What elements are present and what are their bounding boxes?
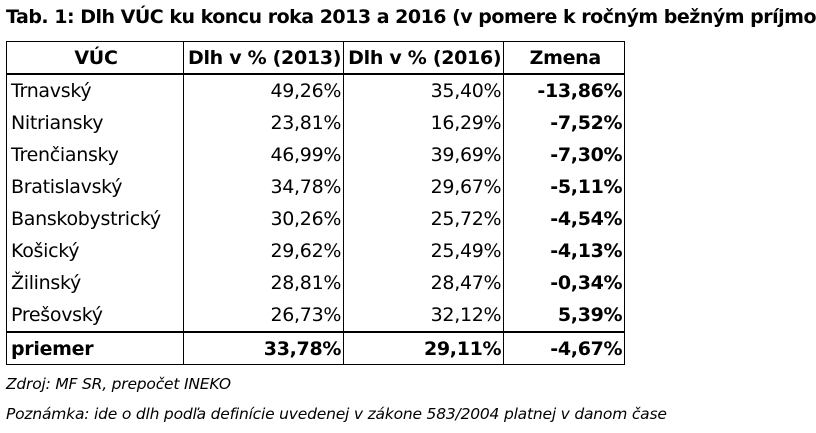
table-row: Nitriansky 23,81% 16,29% -7,52% — [6, 107, 626, 139]
cell-change: -0,34% — [503, 267, 626, 299]
source-note: Zdroj: MF SR, prepočet INEKO — [6, 375, 231, 393]
table-header-row: VÚC Dlh v % (2013) Dlh v % (2016) Zmena — [6, 41, 626, 75]
cell-region: Košický — [6, 235, 184, 267]
cell-debt-2016: 32,12% — [343, 299, 505, 332]
cell-region: Nitriansky — [6, 107, 184, 139]
table-row: Bratislavský 34,78% 29,67% -5,11% — [6, 171, 626, 203]
cell-debt-2016: 29,67% — [343, 171, 505, 203]
cell-region: Bratislavský — [6, 171, 184, 203]
cell-change: 5,39% — [503, 299, 626, 332]
table-row-average: priemer 33,78% 29,11% -4,67% — [6, 331, 626, 365]
column-header-change: Zmena — [503, 41, 626, 75]
table-row: Košický 29,62% 25,49% -4,13% — [6, 235, 626, 267]
cell-debt-2016: 28,47% — [343, 267, 505, 299]
cell-change: -5,11% — [503, 171, 626, 203]
cell-change: -7,52% — [503, 107, 626, 139]
cell-region: Žilinský — [6, 267, 184, 299]
cell-debt-2016: 39,69% — [343, 139, 505, 171]
table-row: Banskobystrický 30,26% 25,72% -4,54% — [6, 203, 626, 235]
column-header-debt-2013: Dlh v % (2013) — [182, 41, 345, 75]
debt-table: VÚC Dlh v % (2013) Dlh v % (2016) Zmena … — [6, 41, 626, 365]
table-row: Trenčiansky 46,99% 39,69% -7,30% — [6, 139, 626, 171]
cell-debt-2013: 29,62% — [182, 235, 345, 267]
cell-debt-2016: 35,40% — [343, 74, 505, 107]
cell-region: Prešovský — [6, 299, 184, 332]
cell-debt-2016: 25,49% — [343, 235, 505, 267]
cell-debt-2013: 28,81% — [182, 267, 345, 299]
cell-debt-2013: 30,26% — [182, 203, 345, 235]
cell-change: -7,30% — [503, 139, 626, 171]
table-row: Trnavský 49,26% 35,40% -13,86% — [6, 74, 626, 107]
table-row: Žilinský 28,81% 28,47% -0,34% — [6, 267, 626, 299]
cell-debt-2013: 23,81% — [182, 107, 345, 139]
column-header-debt-2016: Dlh v % (2016) — [343, 41, 505, 75]
cell-change: -4,67% — [503, 331, 626, 365]
cell-debt-2013: 34,78% — [182, 171, 345, 203]
cell-change: -4,54% — [503, 203, 626, 235]
table-title: Tab. 1: Dlh VÚC ku koncu roka 2013 a 201… — [6, 6, 816, 28]
cell-region: priemer — [6, 331, 184, 365]
cell-debt-2013: 49,26% — [182, 74, 345, 107]
table-row: Prešovský 26,73% 32,12% 5,39% — [6, 299, 626, 332]
cell-region: Trnavský — [6, 74, 184, 107]
cell-debt-2013: 33,78% — [182, 331, 345, 365]
remark-note: Poznámka: ide o dlh podľa definície uved… — [6, 405, 667, 423]
column-header-region: VÚC — [6, 41, 184, 75]
cell-region: Banskobystrický — [6, 203, 184, 235]
cell-change: -13,86% — [503, 74, 626, 107]
cell-change: -4,13% — [503, 235, 626, 267]
cell-debt-2013: 26,73% — [182, 299, 345, 332]
cell-debt-2016: 25,72% — [343, 203, 505, 235]
cell-debt-2013: 46,99% — [182, 139, 345, 171]
cell-debt-2016: 16,29% — [343, 107, 505, 139]
cell-debt-2016: 29,11% — [343, 331, 505, 365]
cell-region: Trenčiansky — [6, 139, 184, 171]
